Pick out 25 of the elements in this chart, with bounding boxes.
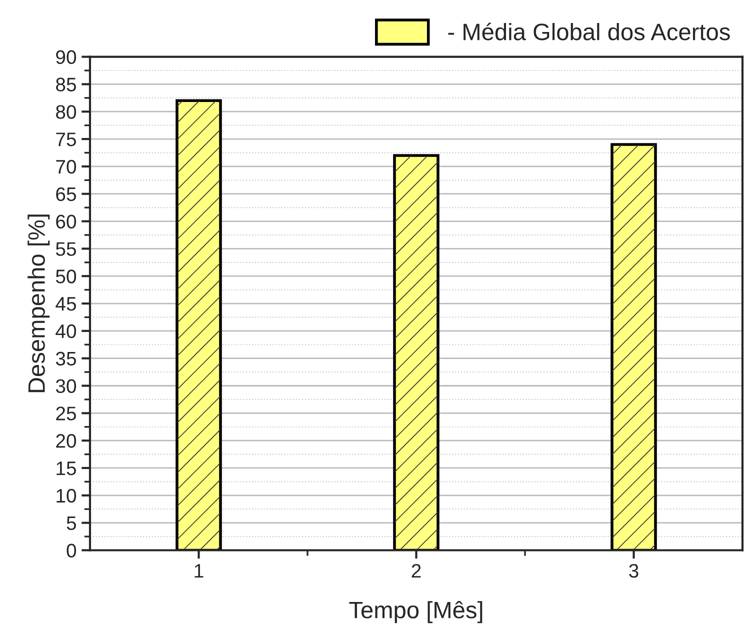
y-tick-label: 65	[56, 187, 76, 202]
y-tick-label: 45	[56, 297, 76, 311]
y-tick-label: 20	[56, 434, 76, 448]
legend-label: - Média Global dos Acertos	[448, 22, 730, 40]
x-tick-label: 1	[194, 564, 204, 578]
x-tick-label: 3	[629, 564, 638, 578]
y-tick-label: 70	[56, 160, 76, 174]
y-tick-label: 25	[56, 406, 76, 420]
y-tick-label: 80	[56, 105, 76, 119]
y-tick-label: 55	[56, 242, 76, 256]
y-tick-label: 15	[56, 462, 76, 476]
y-tick-label: 10	[56, 488, 76, 503]
y-axis-title: Desempenho [%]	[28, 214, 50, 392]
y-tick-label: 50	[56, 270, 76, 284]
y-tick-label: 75	[56, 132, 76, 146]
x-axis-title: Tempo [Mês]	[349, 600, 482, 624]
y-tick-label: 0	[66, 544, 76, 558]
y-tick-label: 90	[56, 50, 76, 64]
y-tick-label: 30	[56, 379, 76, 393]
y-tick-label: 5	[66, 516, 76, 530]
y-tick-label: 60	[56, 214, 76, 229]
y-tick-label: 40	[56, 324, 76, 338]
x-tick-label: 2	[412, 564, 421, 578]
y-tick-label: 85	[56, 78, 76, 92]
y-tick-label: 35	[56, 352, 76, 366]
